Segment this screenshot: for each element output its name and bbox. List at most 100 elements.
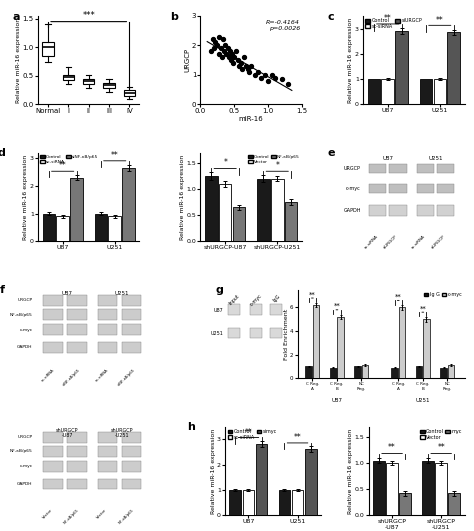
Text: a: a (12, 12, 20, 22)
Point (211, 38, 219, 47)
Text: U251: U251 (211, 331, 224, 337)
Bar (250, 304, 263, 314)
Text: b: b (170, 12, 178, 22)
Bar (56, 216, 69, 241)
Text: U251: U251 (416, 398, 430, 402)
Bar (98, 324, 118, 335)
Bar (389, 205, 407, 216)
Bar (122, 432, 141, 443)
Text: *: * (275, 161, 279, 170)
Point (238, 65, 246, 73)
Text: **: ** (384, 14, 392, 23)
Bar (43, 295, 63, 306)
Text: GAPDH: GAPDH (17, 345, 33, 349)
Bar (369, 205, 386, 216)
Bar (98, 342, 118, 353)
Bar (417, 184, 434, 193)
Text: *: * (223, 158, 227, 167)
Text: URGCP: URGCP (344, 166, 361, 172)
Bar (417, 165, 434, 173)
Point (247, 62, 255, 70)
Bar (67, 432, 87, 443)
Bar (369, 165, 386, 173)
Bar (437, 205, 455, 216)
Bar (435, 463, 447, 515)
Bar (362, 365, 368, 378)
Text: URGCP: URGCP (18, 435, 33, 439)
Point (257, 73, 265, 82)
Text: Vector: Vector (42, 508, 54, 520)
Legend: Ig G, c-myc: Ig G, c-myc (424, 292, 462, 297)
Point (207, 47, 214, 56)
Text: shURGCP
-U87: shURGCP -U87 (56, 427, 79, 439)
Point (216, 32, 223, 41)
Point (224, 44, 231, 53)
Point (210, 44, 218, 53)
Bar (417, 205, 434, 216)
Point (285, 80, 292, 88)
Text: NF-κB/p65: NF-κB/p65 (63, 508, 80, 525)
Bar (67, 461, 87, 472)
Y-axis label: Relative miR-16 expression: Relative miR-16 expression (23, 155, 28, 239)
Point (261, 71, 269, 79)
Y-axis label: Relative miR-16 expression: Relative miR-16 expression (348, 429, 354, 513)
Text: U251: U251 (114, 290, 129, 296)
PathPatch shape (83, 79, 94, 84)
Legend: Control, sc-siRNA, siNF-κB/p65: Control, sc-siRNA, siNF-κB/p65 (40, 155, 99, 164)
Point (209, 35, 217, 44)
Text: **: ** (245, 428, 252, 436)
Bar (399, 493, 411, 515)
Point (268, 71, 275, 79)
Text: NF-κB/p65: NF-κB/p65 (9, 313, 33, 316)
Bar (98, 295, 118, 306)
Text: U87: U87 (62, 290, 73, 296)
Text: **: ** (309, 292, 316, 297)
Text: GAPDH: GAPDH (344, 208, 361, 213)
Bar (122, 446, 141, 457)
Y-axis label: Relative miR-16 expression: Relative miR-16 expression (210, 429, 216, 513)
Bar (422, 460, 434, 515)
Text: sc-siRNA: sc-siRNA (40, 367, 55, 382)
Bar (43, 446, 63, 457)
Bar (43, 309, 63, 320)
Point (230, 53, 238, 62)
Point (251, 71, 258, 79)
Text: **: ** (111, 151, 118, 160)
Bar (285, 202, 297, 241)
Point (222, 50, 230, 58)
Bar (369, 184, 386, 193)
Text: c-myc: c-myc (19, 465, 33, 468)
Point (225, 53, 233, 62)
Legend: Control, sc-siRNA, simyc: Control, sc-siRNA, simyc (228, 429, 277, 440)
Point (219, 35, 227, 44)
Point (237, 59, 245, 67)
Bar (448, 493, 460, 515)
Bar (437, 165, 455, 173)
Point (227, 56, 235, 64)
Bar (440, 367, 447, 378)
Point (226, 47, 233, 56)
Bar (434, 79, 446, 104)
Bar (228, 328, 240, 338)
Point (214, 41, 221, 49)
PathPatch shape (103, 83, 115, 88)
Bar (98, 461, 118, 472)
Bar (255, 444, 267, 515)
Y-axis label: URGCP: URGCP (184, 48, 191, 72)
Text: siNF-κB/p65: siNF-κB/p65 (117, 367, 136, 387)
Bar (447, 32, 460, 104)
Text: sc-siRNA: sc-siRNA (95, 367, 109, 382)
Y-axis label: Relative miR-16 expression: Relative miR-16 expression (16, 18, 21, 102)
Point (219, 53, 226, 62)
Bar (67, 309, 87, 320)
Text: **: ** (395, 294, 401, 300)
Text: sc-siRNA: sc-siRNA (411, 234, 427, 250)
Bar (67, 446, 87, 457)
Text: Input: Input (228, 293, 241, 306)
Bar (109, 216, 121, 241)
Bar (67, 342, 87, 353)
Bar (122, 295, 141, 306)
Bar (271, 328, 283, 338)
Text: IgG: IgG (272, 293, 281, 303)
Bar (67, 479, 87, 490)
